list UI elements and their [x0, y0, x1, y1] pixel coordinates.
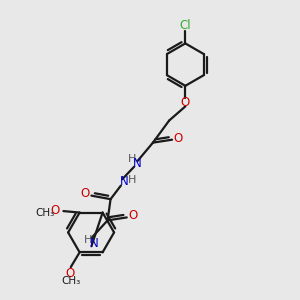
- Text: O: O: [181, 95, 190, 109]
- Text: O: O: [51, 204, 60, 217]
- Text: O: O: [173, 132, 183, 145]
- Text: CH₃: CH₃: [62, 276, 81, 286]
- Text: CH₃: CH₃: [35, 208, 55, 218]
- Text: O: O: [80, 187, 90, 200]
- Text: H: H: [84, 235, 93, 245]
- Text: N: N: [90, 237, 99, 250]
- Text: O: O: [129, 209, 138, 222]
- Text: Cl: Cl: [179, 19, 191, 32]
- Text: N: N: [133, 157, 141, 170]
- Text: N: N: [120, 175, 129, 188]
- Text: O: O: [66, 267, 75, 280]
- Text: H: H: [128, 154, 136, 164]
- Text: H: H: [128, 175, 136, 185]
